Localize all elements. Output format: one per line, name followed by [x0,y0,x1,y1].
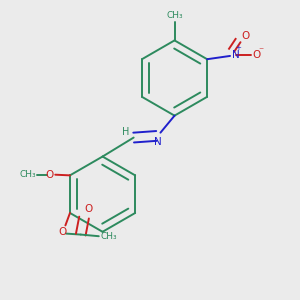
Text: N: N [232,50,239,60]
Text: CH₃: CH₃ [20,170,36,179]
Text: H: H [122,127,129,137]
Text: CH₃: CH₃ [100,232,117,241]
Text: N: N [154,136,162,147]
Text: O: O [85,204,93,214]
Text: +: + [235,45,241,51]
Text: O: O [59,227,67,237]
Text: ⁻: ⁻ [259,46,264,56]
Text: O: O [252,50,260,60]
Text: CH₃: CH₃ [166,11,183,20]
Text: O: O [241,31,249,40]
Text: O: O [45,170,53,180]
